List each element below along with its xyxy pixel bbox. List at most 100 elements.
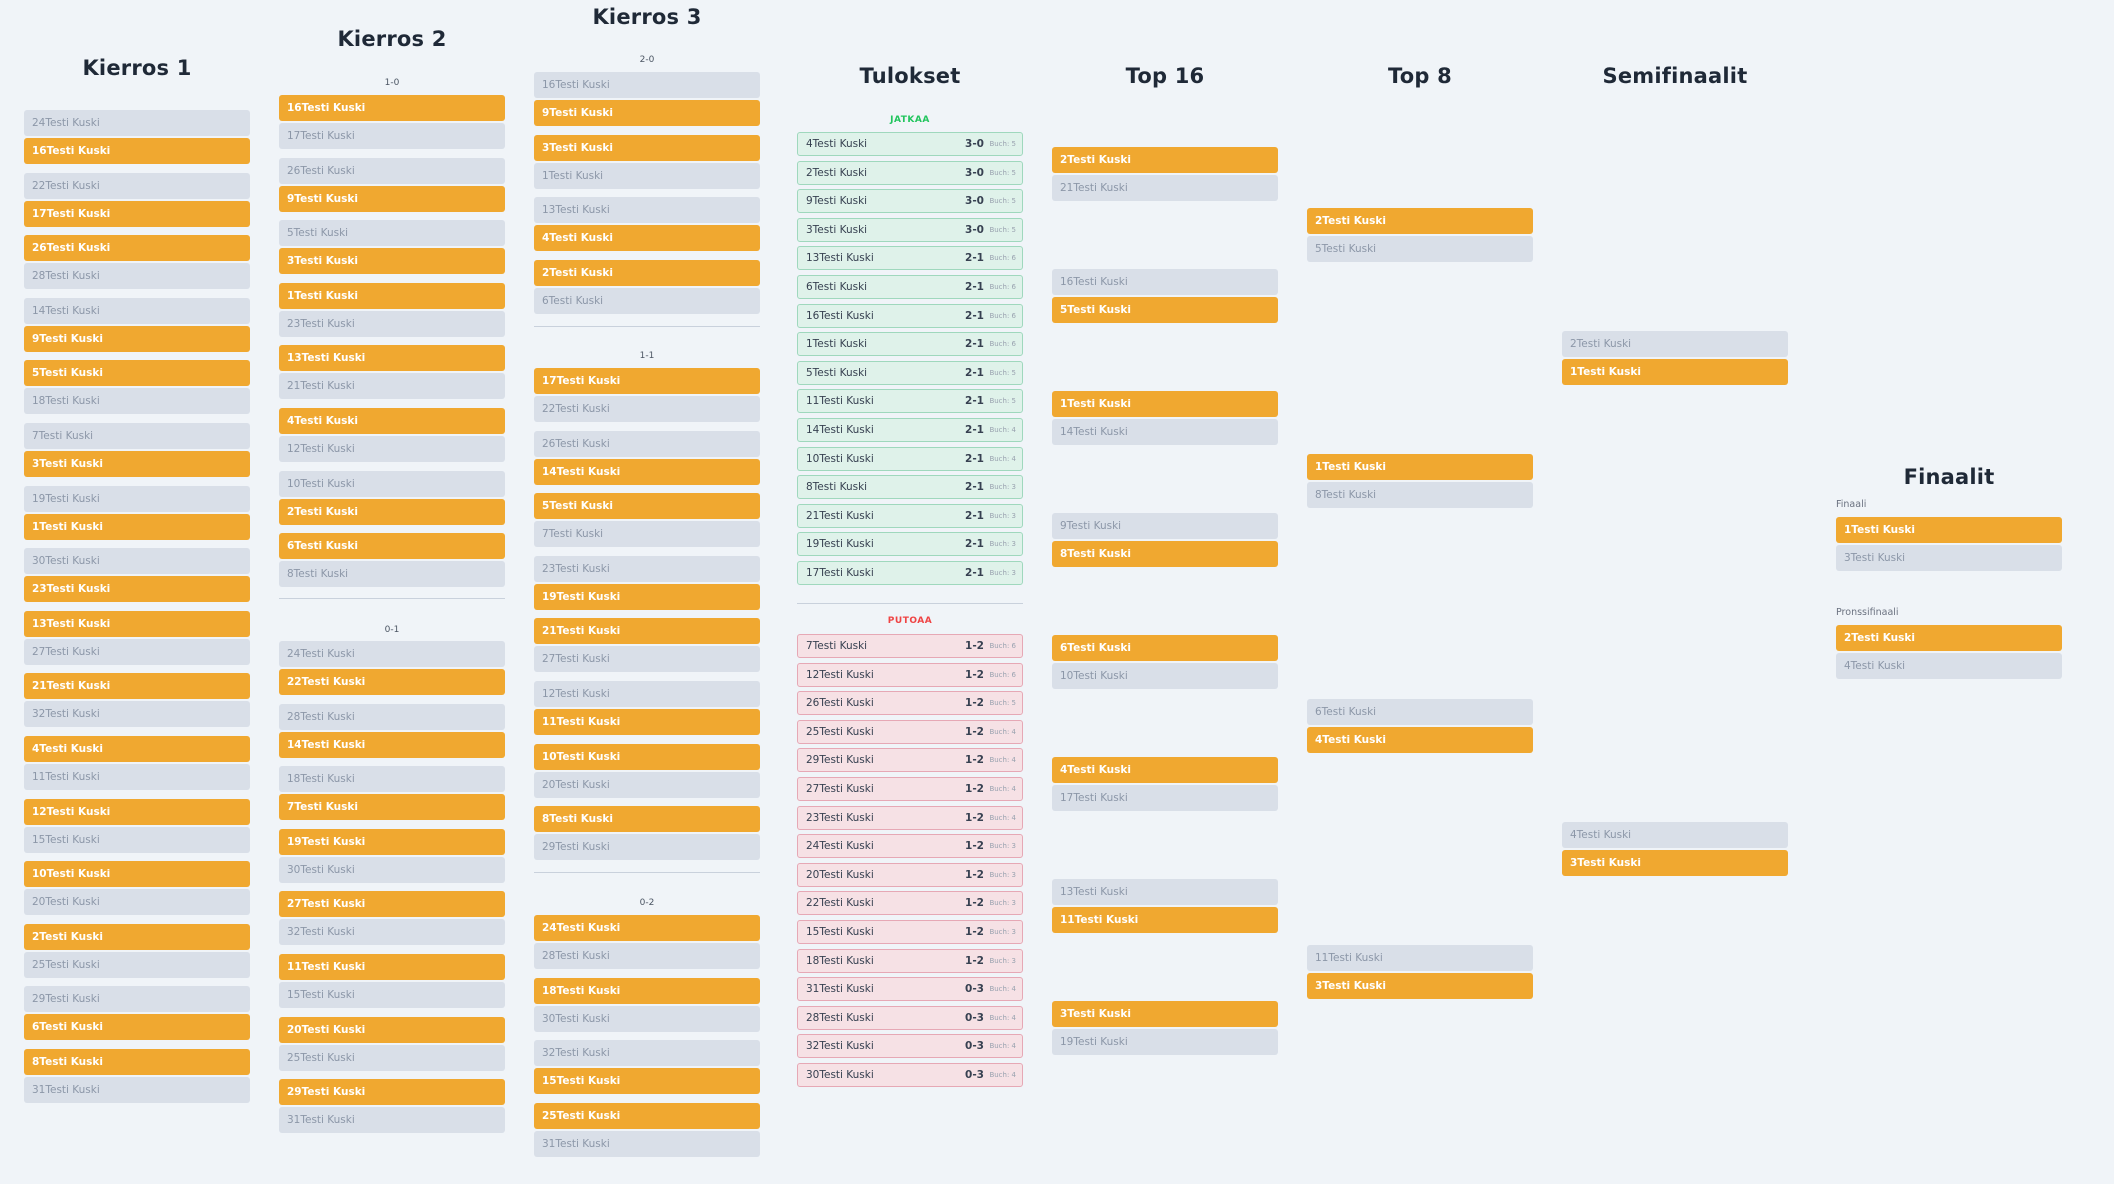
bracket-slot[interactable]: 30Testi Kuski xyxy=(24,548,250,575)
bracket-slot[interactable]: 19Testi Kuski xyxy=(534,583,760,610)
bracket-slot[interactable]: 6Testi Kuski xyxy=(24,1014,250,1041)
bracket-slot[interactable]: 3Testi Kuski xyxy=(1307,972,1533,999)
standings-row[interactable]: 4Testi Kuski 3-0 Buch: 5 xyxy=(797,132,1023,156)
bracket-slot[interactable]: 27Testi Kuski xyxy=(534,646,760,673)
standings-row[interactable]: 12Testi Kuski 1-2 Buch: 6 xyxy=(797,662,1023,687)
standings-row[interactable]: 31Testi Kuski 0-3 Buch: 4 xyxy=(797,977,1023,1002)
bracket-slot[interactable]: 31Testi Kuski xyxy=(534,1130,760,1157)
standings-row[interactable]: 15Testi Kuski 1-2 Buch: 3 xyxy=(797,920,1023,944)
bracket-slot[interactable]: 29Testi Kuski xyxy=(24,986,250,1013)
standings-row[interactable]: 7Testi Kuski 1-2 Buch: 6 xyxy=(797,634,1023,658)
bracket-slot[interactable]: 17Testi Kuski xyxy=(1052,785,1278,811)
bracket-slot[interactable]: 27Testi Kuski xyxy=(24,638,250,665)
bracket-slot[interactable]: 4Testi Kuski xyxy=(1307,727,1533,753)
bracket-slot[interactable]: 15Testi Kuski xyxy=(534,1068,760,1095)
bracket-slot[interactable]: 6Testi Kuski xyxy=(279,533,505,560)
bracket-slot[interactable]: 5Testi Kuski xyxy=(24,360,250,387)
bracket-slot[interactable]: 19Testi Kuski xyxy=(24,485,250,512)
bracket-slot[interactable]: 9Testi Kuski xyxy=(1052,513,1278,539)
bracket-slot[interactable]: 11Testi Kuski xyxy=(1307,944,1533,971)
bracket-slot[interactable]: 32Testi Kuski xyxy=(279,919,505,946)
bracket-slot[interactable]: 22Testi Kuski xyxy=(534,396,760,422)
standings-row[interactable]: 1Testi Kuski 2-1 Buch: 6 xyxy=(797,332,1023,357)
bracket-slot[interactable]: 16Testi Kuski xyxy=(534,72,760,98)
bracket-slot[interactable]: 2Testi Kuski xyxy=(534,259,760,286)
bracket-slot[interactable]: 21Testi Kuski xyxy=(1052,175,1278,201)
standings-row[interactable]: 21Testi Kuski 2-1 Buch: 3 xyxy=(797,503,1023,528)
bracket-slot[interactable]: 1Testi Kuski xyxy=(279,282,505,309)
bracket-slot[interactable]: 12Testi Kuski xyxy=(24,798,250,825)
bracket-slot[interactable]: 19Testi Kuski xyxy=(1052,1029,1278,1055)
bracket-slot[interactable]: 5Testi Kuski xyxy=(1307,236,1533,262)
bracket-slot[interactable]: 3Testi Kuski xyxy=(1052,1001,1278,1027)
bracket-slot[interactable]: 12Testi Kuski xyxy=(534,681,760,707)
bracket-slot[interactable]: 19Testi Kuski xyxy=(279,828,505,855)
bracket-slot[interactable]: 11Testi Kuski xyxy=(24,764,250,790)
bracket-slot[interactable]: 16Testi Kuski xyxy=(1052,269,1278,295)
bracket-slot[interactable]: 4Testi Kuski xyxy=(1052,757,1278,783)
bracket-slot[interactable]: 2Testi Kuski xyxy=(279,498,505,525)
bracket-slot[interactable]: 3Testi Kuski xyxy=(24,451,250,477)
bracket-slot[interactable]: 1Testi Kuski xyxy=(24,513,250,540)
standings-row[interactable]: 3Testi Kuski 3-0 Buch: 5 xyxy=(797,217,1023,242)
bracket-slot[interactable]: 31Testi Kuski xyxy=(279,1107,505,1134)
bracket-slot[interactable]: 13Testi Kuski xyxy=(1052,879,1278,905)
bracket-slot[interactable]: 4Testi Kuski xyxy=(279,408,505,434)
bracket-slot[interactable]: 21Testi Kuski xyxy=(279,373,505,400)
bracket-slot[interactable]: 4Testi Kuski xyxy=(24,736,250,762)
bracket-slot[interactable]: 2Testi Kuski xyxy=(1562,331,1788,357)
bracket-slot[interactable]: 18Testi Kuski xyxy=(24,388,250,415)
bracket-slot[interactable]: 24Testi Kuski xyxy=(279,641,505,667)
bracket-slot[interactable]: 6Testi Kuski xyxy=(1052,635,1278,661)
bracket-slot[interactable]: 5Testi Kuski xyxy=(534,493,760,520)
standings-row[interactable]: 16Testi Kuski 2-1 Buch: 6 xyxy=(797,303,1023,328)
bracket-slot[interactable]: 18Testi Kuski xyxy=(279,766,505,793)
bracket-slot[interactable]: 21Testi Kuski xyxy=(534,618,760,645)
bracket-slot[interactable]: 3Testi Kuski xyxy=(279,248,505,275)
bracket-slot[interactable]: 25Testi Kuski xyxy=(24,951,250,978)
bracket-slot[interactable]: 10Testi Kuski xyxy=(24,861,250,888)
standings-row[interactable]: 9Testi Kuski 3-0 Buch: 5 xyxy=(797,189,1023,214)
bracket-slot[interactable]: 25Testi Kuski xyxy=(534,1102,760,1129)
bracket-slot[interactable]: 10Testi Kuski xyxy=(279,470,505,497)
bracket-slot[interactable]: 2Testi Kuski xyxy=(1052,147,1278,173)
bracket-slot[interactable]: 1Testi Kuski xyxy=(1562,359,1788,385)
standings-row[interactable]: 17Testi Kuski 2-1 Buch: 3 xyxy=(797,561,1023,585)
standings-row[interactable]: 2Testi Kuski 3-0 Buch: 5 xyxy=(797,160,1023,185)
bracket-slot[interactable]: 25Testi Kuski xyxy=(279,1044,505,1071)
bracket-slot[interactable]: 13Testi Kuski xyxy=(279,345,505,372)
bracket-slot[interactable]: 23Testi Kuski xyxy=(279,310,505,337)
bracket-slot[interactable]: 4Testi Kuski xyxy=(1562,822,1788,848)
bracket-slot[interactable]: 8Testi Kuski xyxy=(1307,481,1533,508)
standings-row[interactable]: 29Testi Kuski 1-2 Buch: 4 xyxy=(797,748,1023,773)
bracket-slot[interactable]: 28Testi Kuski xyxy=(279,703,505,730)
bracket-slot[interactable]: 15Testi Kuski xyxy=(24,826,250,853)
bracket-slot[interactable]: 17Testi Kuski xyxy=(279,123,505,149)
bracket-slot[interactable]: 9Testi Kuski xyxy=(534,100,760,126)
standings-row[interactable]: 8Testi Kuski 2-1 Buch: 3 xyxy=(797,475,1023,500)
bracket-slot[interactable]: 23Testi Kuski xyxy=(24,576,250,603)
bracket-slot[interactable]: 26Testi Kuski xyxy=(279,157,505,184)
bracket-slot[interactable]: 10Testi Kuski xyxy=(534,743,760,770)
standings-row[interactable]: 11Testi Kuski 2-1 Buch: 5 xyxy=(797,389,1023,414)
bracket-slot[interactable]: 11Testi Kuski xyxy=(279,954,505,980)
bracket-slot[interactable]: 1Testi Kuski xyxy=(534,162,760,189)
bracket-slot[interactable]: 5Testi Kuski xyxy=(1052,297,1278,323)
bracket-slot[interactable]: 18Testi Kuski xyxy=(534,977,760,1004)
bracket-slot[interactable]: 2Testi Kuski xyxy=(1836,625,2062,651)
bracket-slot[interactable]: 29Testi Kuski xyxy=(279,1079,505,1106)
standings-row[interactable]: 26Testi Kuski 1-2 Buch: 5 xyxy=(797,691,1023,716)
bracket-slot[interactable]: 8Testi Kuski xyxy=(534,806,760,833)
bracket-slot[interactable]: 4Testi Kuski xyxy=(534,225,760,252)
bracket-slot[interactable]: 13Testi Kuski xyxy=(534,197,760,224)
standings-row[interactable]: 24Testi Kuski 1-2 Buch: 3 xyxy=(797,834,1023,859)
standings-row[interactable]: 14Testi Kuski 2-1 Buch: 4 xyxy=(797,418,1023,442)
bracket-slot[interactable]: 6Testi Kuski xyxy=(1307,699,1533,725)
bracket-slot[interactable]: 11Testi Kuski xyxy=(1052,907,1278,933)
standings-row[interactable]: 5Testi Kuski 2-1 Buch: 5 xyxy=(797,360,1023,385)
bracket-slot[interactable]: 3Testi Kuski xyxy=(534,134,760,161)
bracket-slot[interactable]: 12Testi Kuski xyxy=(279,436,505,462)
bracket-slot[interactable]: 31Testi Kuski xyxy=(24,1077,250,1103)
bracket-slot[interactable]: 16Testi Kuski xyxy=(24,138,250,164)
bracket-slot[interactable]: 29Testi Kuski xyxy=(534,834,760,861)
